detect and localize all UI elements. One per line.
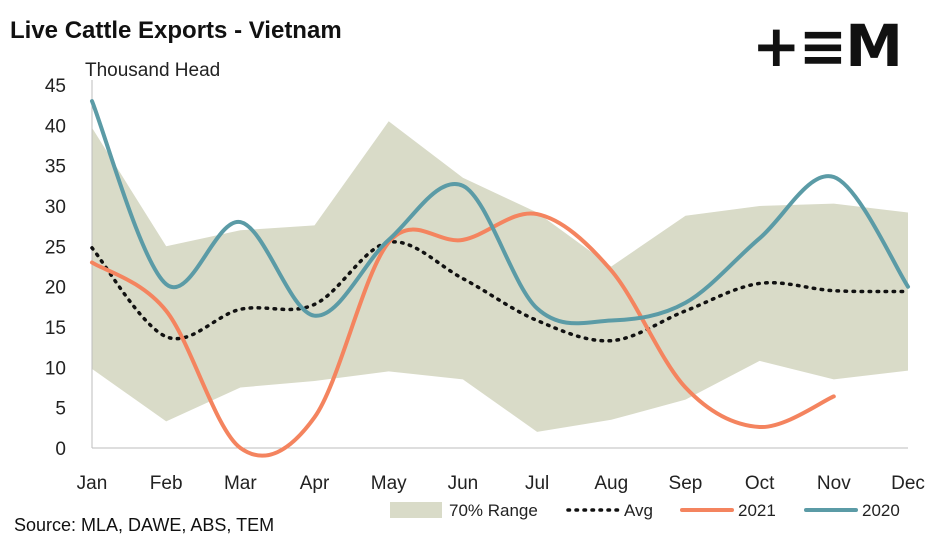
x-tick-label: Oct — [745, 473, 775, 494]
tem-logo-text: +≡M — [752, 12, 901, 80]
series-line-2021 — [90, 211, 836, 458]
legend-label-2021: 2021 — [738, 501, 776, 520]
x-tick-label: Jan — [77, 473, 108, 494]
y-tick-label: 5 — [55, 399, 66, 420]
y-tick-label: 20 — [45, 278, 66, 299]
x-tick-label: Nov — [817, 473, 851, 494]
y-tick-label: 40 — [45, 116, 66, 137]
x-tick-label: Mar — [224, 473, 257, 494]
range-band — [92, 121, 908, 432]
series-line-2020 — [90, 99, 910, 326]
x-tick-labels: Jan Feb Mar Apr May Jun Jul Aug Sep Oct Nov Dec — [77, 473, 925, 494]
source-note: Source: MLA, DAWE, ABS, TEM — [14, 515, 274, 535]
y-tick-label: 35 — [45, 157, 66, 178]
x-tick-label: May — [371, 473, 407, 494]
y-tick-label: 25 — [45, 237, 66, 258]
y-tick-label: 0 — [55, 439, 66, 460]
y-tick-label: 45 — [45, 76, 66, 97]
y-tick-label: 15 — [45, 318, 66, 339]
legend-label-avg: Avg — [624, 501, 653, 520]
y-tick-label: 30 — [45, 197, 66, 218]
y-tick-label: 10 — [45, 358, 66, 379]
legend: 70% Range Avg 2021 2020 — [390, 501, 900, 520]
legend-label-range: 70% Range — [449, 501, 538, 520]
chart-title: Live Cattle Exports - Vietnam — [10, 17, 342, 44]
legend-label-2020: 2020 — [862, 501, 900, 520]
x-tick-label: Sep — [669, 473, 703, 494]
x-tick-label: Feb — [150, 473, 183, 494]
legend-swatch-range — [390, 502, 442, 518]
x-tick-label: Jun — [448, 473, 479, 494]
tem-logo: +≡M — [752, 12, 903, 80]
y-tick-labels: 0 5 10 15 20 25 30 35 40 45 — [45, 76, 66, 460]
y-axis-label: Thousand Head — [85, 60, 220, 81]
x-tick-label: Dec — [891, 473, 925, 494]
x-tick-label: Apr — [300, 473, 330, 494]
x-tick-label: Aug — [594, 473, 628, 494]
x-tick-label: Jul — [525, 473, 549, 494]
series-line-avg — [90, 240, 910, 343]
plot-area — [90, 80, 910, 458]
